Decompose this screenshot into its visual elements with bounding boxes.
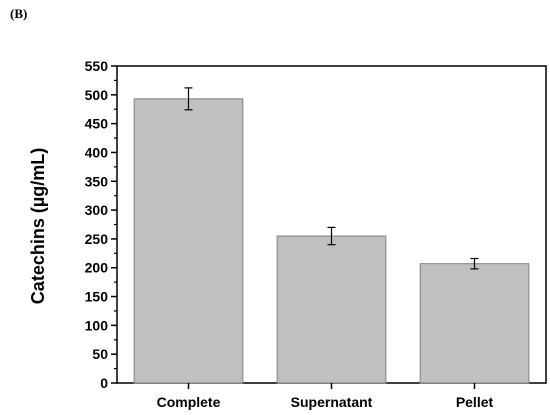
y-tick-label: 50 bbox=[92, 346, 108, 362]
x-tick-label: Pellet bbox=[456, 394, 494, 410]
bar bbox=[276, 235, 387, 384]
bar bbox=[419, 263, 530, 384]
x-axis-labels: Complete Supernatant Pellet bbox=[157, 383, 494, 410]
x-tick-label: Complete bbox=[157, 394, 221, 410]
y-axis-title: Catechins (µg/mL) bbox=[28, 148, 48, 304]
y-tick-label: 200 bbox=[85, 260, 109, 276]
y-tick-label: 0 bbox=[100, 375, 108, 391]
y-tick-label: 150 bbox=[85, 289, 109, 305]
panel-label: (B) bbox=[10, 6, 28, 21]
y-tick-label: 400 bbox=[85, 144, 109, 160]
y-tick-label: 350 bbox=[85, 173, 109, 189]
bars bbox=[133, 87, 530, 384]
y-tick-label: 550 bbox=[85, 58, 109, 74]
y-axis-ticks: 0 50 100 150 200 250 300 350 400 450 500 550 bbox=[85, 58, 117, 391]
y-tick-label: 500 bbox=[85, 87, 109, 103]
y-tick-label: 250 bbox=[85, 231, 109, 247]
x-tick-label: Supernatant bbox=[291, 394, 373, 410]
bar bbox=[133, 98, 244, 384]
y-tick-label: 100 bbox=[85, 317, 109, 333]
y-tick-label: 300 bbox=[85, 202, 109, 218]
y-tick-label: 450 bbox=[85, 116, 109, 132]
